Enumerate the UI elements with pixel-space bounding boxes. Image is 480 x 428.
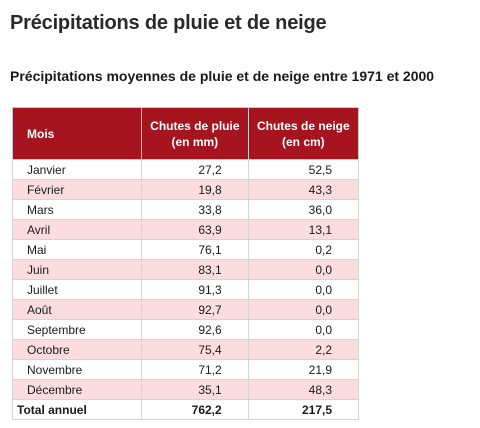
- cell-snow: 52,5: [247, 159, 360, 180]
- table-header: Mois Chutes de pluie (en mm) Chutes de n…: [12, 107, 360, 160]
- total-rain: 762,2: [141, 399, 249, 420]
- cell-rain: 27,2: [141, 159, 249, 180]
- table-row: Octobre 75,4 2,2: [12, 339, 360, 360]
- cell-snow: 0,2: [247, 239, 360, 260]
- cell-rain: 92,6: [141, 319, 249, 340]
- table-row: Septembre 92,6 0,0: [12, 319, 360, 340]
- header-snow: Chutes de neige (en cm): [247, 107, 360, 160]
- table-total-row: Total annuel 762,2 217,5: [12, 399, 360, 420]
- cell-rain: 33,8: [141, 199, 249, 220]
- table-row: Août 92,7 0,0: [12, 299, 360, 320]
- cell-month: Janvier: [12, 159, 142, 180]
- cell-month: Mai: [12, 239, 142, 260]
- cell-month: Août: [12, 299, 142, 320]
- cell-snow: 48,3: [247, 379, 360, 400]
- cell-snow: 0,0: [247, 259, 360, 280]
- cell-snow: 2,2: [247, 339, 360, 360]
- cell-rain: 92,7: [141, 299, 249, 320]
- cell-snow: 36,0: [247, 199, 360, 220]
- table-row: Mars 33,8 36,0: [12, 199, 360, 220]
- cell-rain: 63,9: [141, 219, 249, 240]
- cell-rain: 75,4: [141, 339, 249, 360]
- cell-snow: 21,9: [247, 359, 360, 380]
- page-title: Précipitations de pluie et de neige: [10, 12, 327, 34]
- table-row: Février 19,8 43,3: [12, 179, 360, 200]
- cell-rain: 19,8: [141, 179, 249, 200]
- header-month: Mois: [12, 107, 142, 160]
- cell-snow: 0,0: [247, 299, 360, 320]
- total-snow: 217,5: [247, 399, 360, 420]
- cell-month: Juin: [12, 259, 142, 280]
- cell-snow: 0,0: [247, 279, 360, 300]
- cell-snow: 43,3: [247, 179, 360, 200]
- cell-month: Novembre: [12, 359, 142, 380]
- table-body: Janvier 27,2 52,5 Février 19,8 43,3 Mars…: [12, 159, 360, 420]
- table-row: Novembre 71,2 21,9: [12, 359, 360, 380]
- cell-month: Octobre: [12, 339, 142, 360]
- cell-snow: 13,1: [247, 219, 360, 240]
- cell-month: Juillet: [12, 279, 142, 300]
- cell-month: Septembre: [12, 319, 142, 340]
- header-snow-line1: Chutes de neige: [256, 118, 350, 133]
- cell-month: Avril: [12, 219, 142, 240]
- table-row: Janvier 27,2 52,5: [12, 159, 360, 180]
- header-snow-line2: (en cm): [281, 134, 325, 149]
- cell-month: Décembre: [12, 379, 142, 400]
- header-row: Mois Chutes de pluie (en mm) Chutes de n…: [12, 107, 360, 160]
- total-label: Total annuel: [12, 399, 142, 420]
- page-subtitle: Précipitations moyennes de pluie et de n…: [10, 68, 435, 84]
- cell-rain: 35,1: [141, 379, 249, 400]
- cell-rain: 83,1: [141, 259, 249, 280]
- cell-rain: 71,2: [141, 359, 249, 380]
- table-row: Décembre 35,1 48,3: [12, 379, 360, 400]
- cell-month: Février: [12, 179, 142, 200]
- table-row: Juillet 91,3 0,0: [12, 279, 360, 300]
- table-row: Avril 63,9 13,1: [12, 219, 360, 240]
- table-row: Juin 83,1 0,0: [12, 259, 360, 280]
- precipitation-table: Mois Chutes de pluie (en mm) Chutes de n…: [12, 107, 360, 420]
- cell-rain: 76,1: [141, 239, 249, 260]
- header-rain-line2: (en mm): [171, 134, 219, 149]
- table-row: Mai 76,1 0,2: [12, 239, 360, 260]
- cell-month: Mars: [12, 199, 142, 220]
- cell-snow: 0,0: [247, 319, 360, 340]
- header-rain: Chutes de pluie (en mm): [141, 107, 249, 160]
- header-rain-line1: Chutes de pluie: [150, 118, 240, 133]
- cell-rain: 91,3: [141, 279, 249, 300]
